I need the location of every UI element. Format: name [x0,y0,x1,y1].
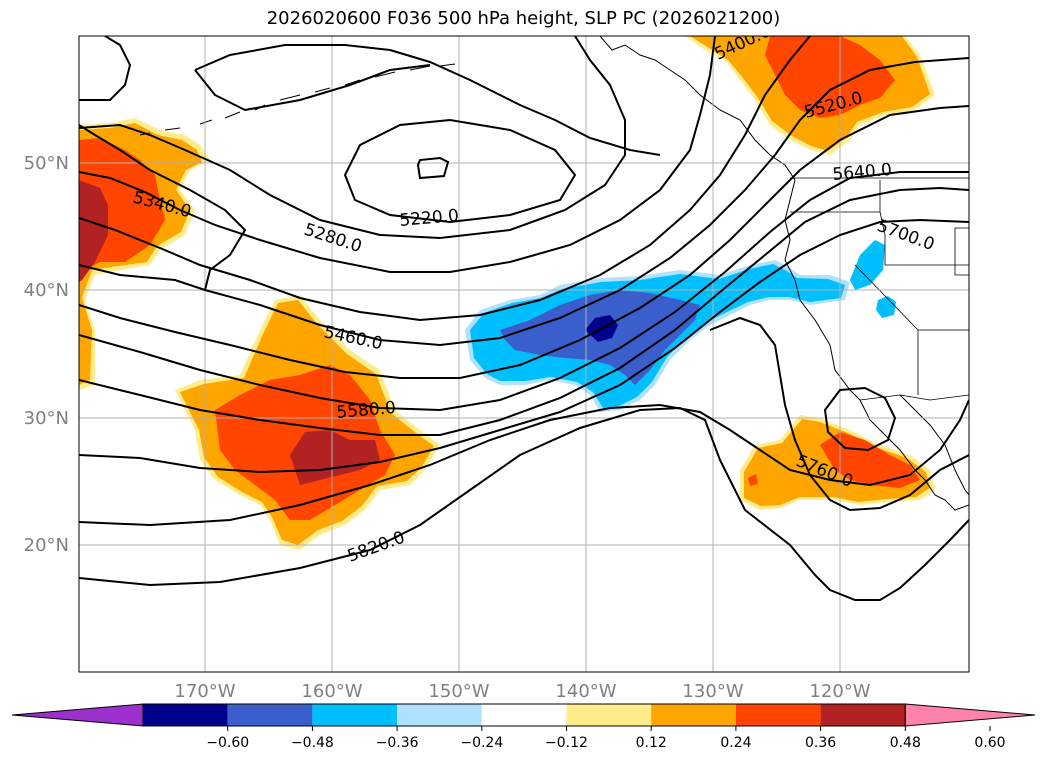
shade-se-red [820,432,920,488]
longitude-label: 140°W [555,681,616,702]
longitude-label: 120°W [809,681,870,702]
contour-5280 [79,36,626,240]
contour-label: 5820.0 [345,528,408,567]
longitude-axis: 170°W 160°W 150°W 140°W 130°W 120°W [174,681,870,702]
coastline-alaska-bc [599,36,861,401]
map-frame [78,35,970,673]
border-states [790,180,969,395]
latitude-label: 30°N [24,408,69,429]
contour-5460 [79,57,969,347]
contour-5280-upper-ring [194,44,661,156]
contour-upper-left-closed [79,36,132,101]
colorbar-tick-label: 0.24 [720,735,751,751]
colorbar-tick-label: −0.60 [206,735,249,751]
contour-5760-ring [709,316,969,512]
contour-5820 [79,406,969,601]
border-us-mexico [859,394,969,401]
colorbar-extend-low [11,703,144,727]
contour-5520 [79,105,969,379]
shade-ne-red [765,36,895,118]
map-panel: 5400.0 5520.0 5640.0 5700.0 5340.0 5220.… [79,36,969,672]
longitude-label: 170°W [174,681,235,702]
colorbar-segment [820,704,906,726]
colorbar-tick-label: 0.60 [974,735,1005,751]
colorbar-segment [143,704,228,726]
shade-se-spot [748,474,758,486]
colorbar-tick-label: −0.48 [291,735,334,751]
contour-small-circle [823,386,897,452]
colorbar-segment [651,704,736,726]
contour-label: 5280.0 [301,220,364,257]
longitude-label: 150°W [428,681,489,702]
latitude-label: 40°N [24,280,69,301]
coastline-baja [859,399,969,511]
colorbar-tick-label: −0.24 [460,735,503,751]
contour-5400 [79,36,811,322]
colorbar-segment [397,704,482,726]
contour-label: 5640.0 [832,160,893,185]
colorbar-extend-high [904,703,1036,727]
contour-5700 [79,218,969,474]
colorbar-tick-label: 0.36 [805,735,836,751]
colorbar-segment [566,704,652,726]
colorbar-tick-label: −0.36 [376,735,419,751]
colorbar-tick-label: −0.12 [545,735,588,751]
shade-blue-small [876,296,896,318]
map-title: 2026020600 F036 500 hPa height, SLP PC (… [266,8,781,29]
colorbar-outline [142,703,906,727]
shade-west-darkred [79,180,108,282]
colorbar: −0.60 −0.48 −0.36 −0.24 −0.12 0.12 0.24 0.36 0.4… [11,703,1036,751]
contour-5340 [79,36,716,273]
height-contours [79,36,969,601]
coastline-mexico-mainland [899,394,969,496]
gridlines [79,36,969,672]
colorbar-segment [227,704,313,726]
colorbar-tick-label: 0.12 [636,735,667,751]
contour-5220-center [343,118,577,224]
contour-upper-loop [194,64,431,112]
longitude-label: 160°W [301,681,362,702]
contour-5580 [79,171,969,412]
contour-5640 [79,186,969,436]
longitude-label: 130°W [682,681,743,702]
colorbar-tick-label: 0.48 [890,735,921,751]
colorbar-segment [312,704,398,726]
contour-5220-small-low [416,156,450,180]
colorbar-segment [735,704,821,726]
contour-left-ring [79,124,247,291]
latitude-axis: 50°N 40°N 30°N 20°N [24,153,69,556]
colorbar-segment [481,704,567,726]
latitude-label: 50°N [24,153,69,174]
contour-label: 5220.0 [399,206,460,231]
shade-blue-west-coast [850,240,885,290]
latitude-label: 20°N [24,535,69,556]
